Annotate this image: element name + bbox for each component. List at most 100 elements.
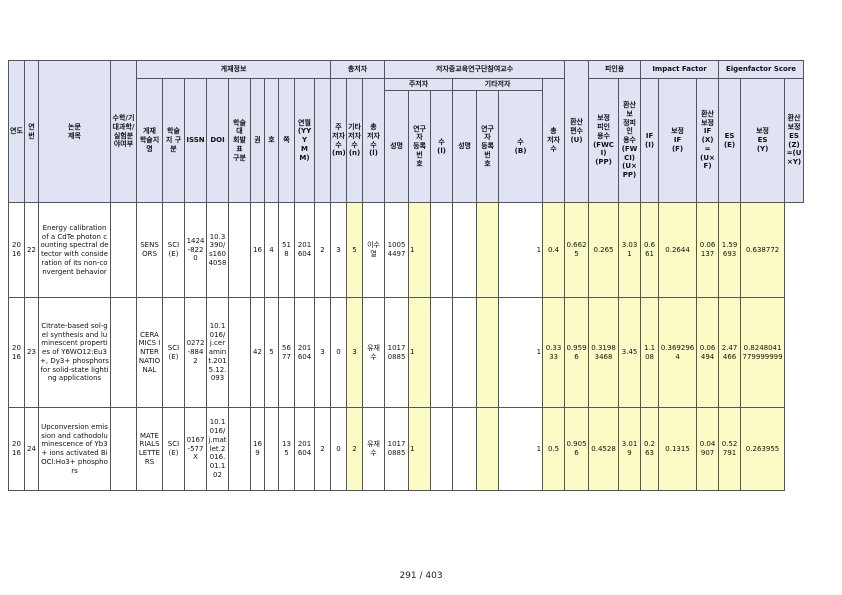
cell-vol: 42 [250,297,265,408]
page-number: 291 / 403 [399,571,443,581]
sub-main-author: 주저자 [384,78,454,91]
cell-conv: 0.4 [542,202,566,298]
cell-fwci: 0.9056 [564,407,590,491]
cell-reg1: 10170885 [384,407,410,491]
col-kci: 학술대 회발표 구분 [228,78,251,203]
cell-if: 3.031 [618,202,642,298]
cell-math [110,297,137,408]
cell-math [110,202,137,298]
cell-issue [264,407,279,491]
cell-fwci-conv: 0.4528 [588,407,620,491]
cell-date: 201604 [294,202,315,298]
table-row: 2016 23 Citrate-based sol-gel synthesis … [8,297,804,408]
col-es: ES (E) [718,78,742,203]
cell-page: 135 [278,407,295,491]
col-date: 연월 (YYY MM) [294,78,315,203]
col-es-conv: 환산 보정 ES(Z) =(U×Y) [784,78,804,203]
group-eigen: Eigenfactor Score [718,60,804,79]
cell-name1: 유재수 [362,297,386,408]
cell-total-auth: 5 [346,202,364,298]
cell-year: 2016 [8,202,25,298]
cell-es-adj: 1.59693 [718,202,742,298]
cell-name1: 유재수 [362,407,386,491]
cell-es: 0.06137 [696,202,720,298]
cell-no: 23 [24,297,39,408]
cell-es-adj: 2.47466 [718,297,742,408]
cell-doi: 10.1016/j.matlet.2016.01.102 [206,407,229,491]
cell-name2 [430,202,454,298]
col-page: 쪽 [278,78,295,203]
col-class: 학술 지 구 분 [162,78,185,203]
col-main-auth: 주 저자 수 (m) [330,78,348,203]
table-row: 2016 24 Upconversion emission and cathod… [8,407,804,491]
cell-conv: 0.5 [542,407,566,491]
cell-main-auth: 2 [313,407,332,491]
cell-issue: 5 [264,297,279,408]
cell-other-auth: 3 [330,202,348,298]
col-title: 논문 제목 [38,60,111,203]
group-publication: 게재정보 [135,60,332,79]
cell-if: 3.019 [618,407,642,491]
col-name2: 성명 [452,90,478,203]
cell-total-faculty: 1 [498,407,544,491]
cell-issn: 1424-8220 [184,202,207,298]
col-fwci-conv: 환산보 정피인 용수 (FWCI) (U×PP) [618,78,642,203]
cell-conv: 0.3333 [542,297,566,408]
cell-main-auth: 2 [313,202,332,298]
cell-total-faculty: 1 [498,297,544,408]
col-if-adj: 보정 IF (F) [658,78,698,203]
col-issn: ISSN [184,78,207,203]
col-reg1: 연구자 등록번 호 [408,90,432,203]
col-es-adj: 보정 ES (Y) [740,78,786,203]
cell-if-conv: 0.2644 [658,202,698,298]
cell-es-conv: 0.8248041779999999 [740,297,786,408]
cell-date: 201604 [294,407,315,491]
cell-if-adj: 0.263 [640,407,660,491]
cell-no: 24 [24,407,39,491]
group-citation: 피인용 [588,60,642,79]
cell-other-auth: 0 [330,407,348,491]
cell-kci [228,202,251,298]
cell-kci [228,407,251,491]
col-if: IF (I) [640,78,660,203]
cell-fwci-conv: 0.31983468 [588,297,620,408]
col-year: 연도 [8,60,25,203]
cell-cnt1: 1 [408,202,432,298]
cell-reg1: 10054497 [384,202,410,298]
col-issue: 호 [264,78,279,203]
sub-other-author: 기타저자 [452,78,544,91]
col-journal: 게재 학술지 명 [136,78,163,203]
cell-es-conv: 0.263955 [740,407,786,491]
cell-fwci-conv: 0.265 [588,202,620,298]
col-cnt1: 수 (l) [430,90,454,203]
col-name1: 성명 [384,90,410,203]
cell-name1: 이수열 [362,202,386,298]
cell-cnt2 [476,407,500,491]
col-conv: 환산 편수 (U) [564,60,590,203]
cell-other-auth: 0 [330,297,348,408]
cell-total-faculty: 1 [498,202,544,298]
col-math: 수학/기대과학/실험분야여부 [110,60,137,203]
cell-issue: 4 [264,202,279,298]
cell-issn: 0167-577X [184,407,207,491]
cell-if-adj: 1.108 [640,297,660,408]
col-vol: 권 [250,78,265,203]
col-if-conv: 환산 보정 IF(X) = (U×F) [696,78,720,203]
col-other-auth: 기타 저자 수 (n) [346,78,364,203]
cell-journal: SENSORS [136,202,163,298]
col-total-auth: 총 저자 수 (l) [362,78,386,203]
cell-math [110,407,137,491]
cell-issn: 0272-8842 [184,297,207,408]
cell-title: Energy calibration of a CdTe photon coun… [38,202,111,298]
col-reg2: 연구자 등록번 호 [476,90,500,203]
cell-if-conv: 0.1315 [658,407,698,491]
col-no: 연번 [24,60,39,203]
group-impact: Impact Factor [640,60,720,79]
cell-cnt1: 1 [408,407,432,491]
col-total-faculty: 총 저자 수 [542,78,566,203]
cell-kci [228,297,251,408]
table-row: 2016 22 Energy calibration of a CdTe pho… [8,202,804,298]
cell-doi: 10.1016/j.ceramint.2015.12.093 [206,297,229,408]
cell-name2 [430,407,454,491]
cell-name2 [430,297,454,408]
